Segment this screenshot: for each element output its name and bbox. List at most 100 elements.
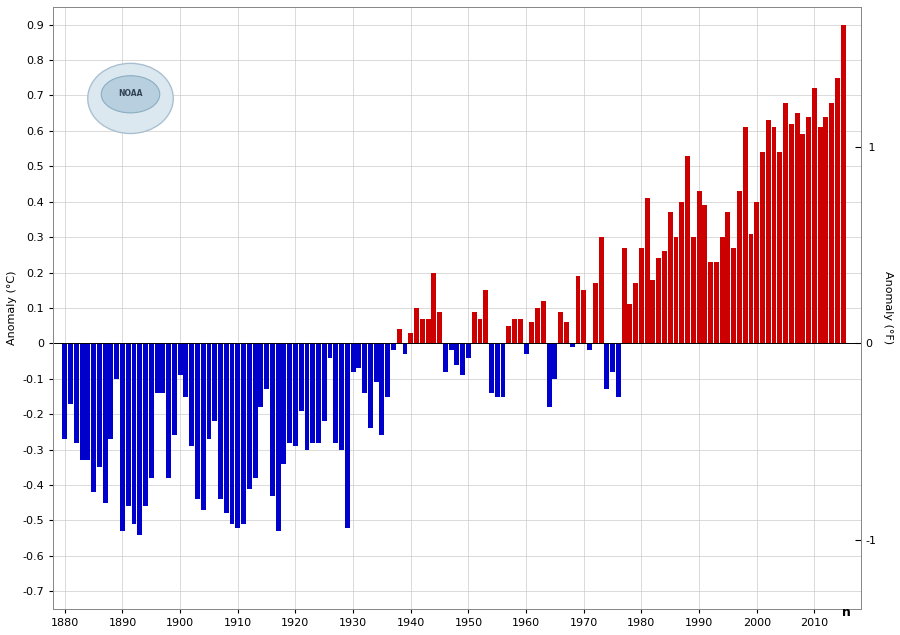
Bar (443, 344, 448, 371)
Bar (402, 344, 408, 354)
Bar (235, 344, 240, 528)
Bar (639, 248, 644, 344)
Bar (529, 322, 535, 344)
Bar (206, 344, 211, 439)
Bar (829, 103, 834, 344)
Bar (114, 344, 119, 379)
Bar (184, 344, 188, 396)
Bar (575, 276, 580, 344)
Bar (68, 344, 73, 404)
Bar (644, 198, 650, 344)
Bar (524, 344, 528, 354)
Bar (304, 344, 310, 450)
Bar (691, 237, 696, 344)
Ellipse shape (88, 64, 173, 133)
Bar (536, 308, 540, 344)
Bar (651, 279, 655, 344)
Bar (454, 344, 459, 364)
Bar (177, 344, 183, 375)
Bar (731, 248, 736, 344)
Bar (581, 290, 586, 344)
Bar (771, 128, 777, 344)
Bar (656, 258, 662, 344)
Bar (293, 344, 298, 446)
Bar (333, 344, 338, 443)
Bar (275, 344, 281, 531)
Bar (546, 344, 552, 407)
Bar (702, 205, 707, 344)
Bar (754, 202, 760, 344)
Bar (778, 152, 782, 344)
Bar (685, 156, 690, 344)
Bar (460, 344, 465, 375)
Bar (241, 344, 246, 524)
Bar (362, 344, 367, 393)
Bar (818, 128, 823, 344)
Bar (287, 344, 292, 443)
Bar (835, 77, 840, 344)
Bar (587, 344, 592, 351)
Bar (841, 25, 846, 344)
Bar (634, 283, 638, 344)
Bar (138, 344, 142, 535)
Bar (143, 344, 148, 506)
Bar (97, 344, 102, 467)
Bar (598, 237, 604, 344)
Bar (437, 312, 442, 344)
Bar (131, 344, 137, 524)
Bar (472, 312, 477, 344)
Bar (483, 290, 488, 344)
Bar (212, 344, 217, 421)
Text: n: n (842, 606, 850, 619)
Bar (103, 344, 108, 503)
Bar (414, 308, 419, 344)
Bar (345, 344, 350, 528)
Bar (368, 344, 373, 429)
Bar (374, 344, 379, 382)
Bar (356, 344, 361, 368)
Bar (62, 344, 68, 439)
Bar (74, 344, 79, 443)
Bar (385, 344, 391, 396)
Bar (737, 191, 742, 344)
Bar (322, 344, 327, 421)
Bar (760, 152, 765, 344)
Bar (126, 344, 130, 506)
Bar (749, 234, 753, 344)
Bar (351, 344, 356, 371)
Bar (616, 344, 621, 396)
Bar (673, 237, 679, 344)
Bar (662, 251, 667, 344)
Bar (627, 304, 633, 344)
Bar (570, 344, 575, 347)
Bar (189, 344, 194, 446)
Bar (230, 344, 235, 524)
Bar (316, 344, 321, 443)
Bar (391, 344, 396, 351)
Bar (160, 344, 166, 393)
Bar (495, 344, 500, 396)
Bar (824, 117, 828, 344)
Bar (766, 120, 770, 344)
Bar (708, 262, 713, 344)
Bar (512, 319, 517, 344)
Bar (218, 344, 223, 499)
Bar (265, 344, 269, 389)
Bar (328, 344, 332, 358)
Bar (148, 344, 154, 478)
Bar (195, 344, 200, 499)
Bar (120, 344, 125, 531)
Bar (725, 212, 731, 344)
Bar (812, 88, 817, 344)
Bar (680, 202, 684, 344)
Bar (449, 344, 454, 351)
Bar (605, 344, 609, 389)
Bar (789, 124, 794, 344)
Bar (166, 344, 171, 478)
Bar (541, 301, 545, 344)
Bar (426, 319, 430, 344)
Bar (253, 344, 257, 478)
Bar (258, 344, 264, 407)
Bar (247, 344, 252, 488)
Bar (397, 329, 401, 344)
